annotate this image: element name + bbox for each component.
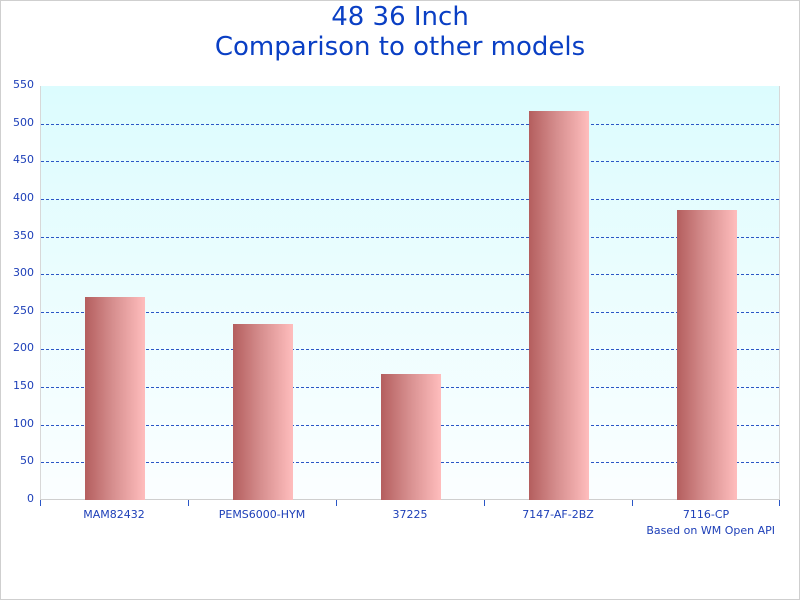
y-tick-label: 0 — [27, 492, 34, 505]
gridline — [41, 123, 779, 125]
plot-area — [40, 86, 780, 500]
title-line-1: 48 36 Inch — [331, 2, 469, 32]
x-tick-mark — [484, 500, 485, 506]
y-tick-label: 550 — [13, 78, 34, 91]
chart-title: 48 36 Inch Comparison to other models — [0, 2, 800, 62]
y-tick-label: 200 — [13, 341, 34, 355]
bar-37225 — [381, 374, 441, 500]
x-tick-mark — [779, 500, 780, 506]
gridline — [41, 349, 779, 351]
y-tick-label: 250 — [13, 303, 34, 317]
y-tick-label: 150 — [13, 379, 34, 393]
gridline — [41, 161, 779, 163]
y-tick-label: 500 — [13, 115, 34, 129]
y-tick-label: 300 — [13, 266, 34, 280]
x-tick-label: PEMS6000-HYM — [218, 508, 306, 521]
y-tick-label: 350 — [13, 228, 34, 242]
y-tick-label: 400 — [13, 190, 34, 204]
x-tick-label: 7147-AF-2BZ — [522, 508, 594, 521]
y-tick-label: 50 — [20, 454, 34, 468]
credit-annotation: Based on WM Open API — [646, 524, 775, 537]
x-tick-mark — [336, 500, 337, 506]
bar-pems6000-hym — [233, 323, 293, 500]
y-tick-label: 450 — [13, 153, 34, 167]
x-tick-label: 7116-CP — [682, 508, 730, 521]
gridline — [41, 236, 779, 238]
x-tick-mark — [188, 500, 189, 506]
x-tick-mark — [40, 500, 41, 506]
gridline — [41, 311, 779, 313]
bar-7147-af-2bz — [529, 110, 589, 500]
gridline — [41, 274, 779, 276]
x-tick-label: MAM82432 — [83, 508, 145, 521]
x-tick-mark — [632, 500, 633, 506]
bar-7116-cp — [677, 210, 737, 500]
gridline — [41, 198, 779, 200]
x-tick-label: 37225 — [392, 508, 428, 521]
title-line-2: Comparison to other models — [214, 32, 586, 62]
bar-mam82432 — [85, 296, 145, 500]
y-tick-label: 100 — [13, 416, 34, 430]
